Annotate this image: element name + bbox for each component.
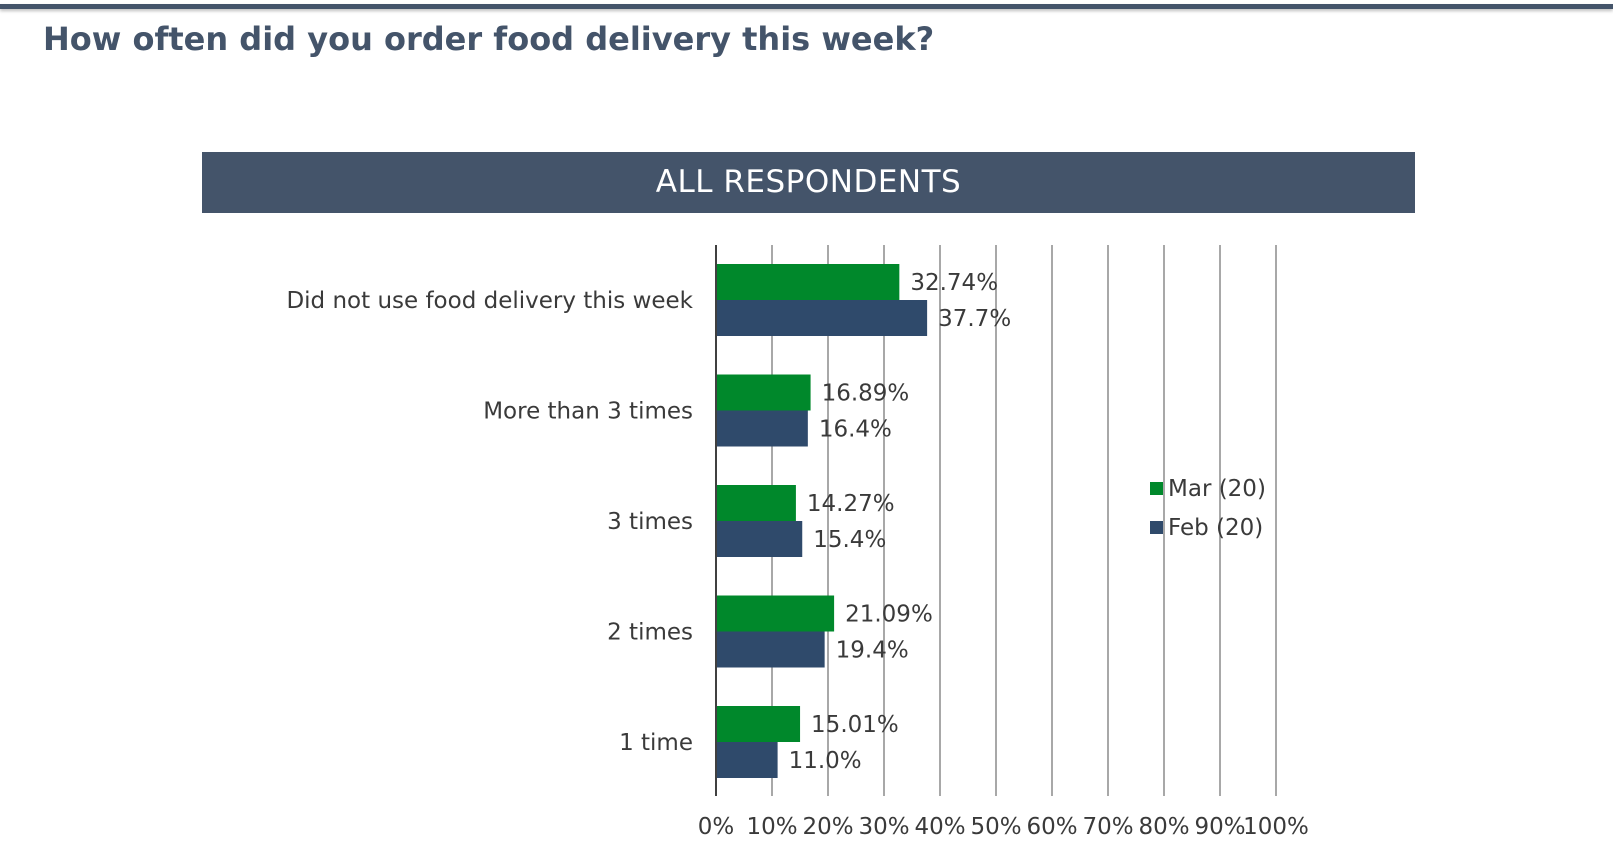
banner-title: ALL RESPONDENTS [655,164,962,200]
category-label: 3 times [607,509,693,535]
data-label: 32.74% [910,270,998,296]
legend-swatch [1150,521,1163,534]
bar-mar [716,374,811,411]
x-tick-label: 70% [1082,814,1133,840]
x-tick-label: 20% [802,814,853,840]
category-label: More than 3 times [483,399,693,425]
x-tick-label: 100% [1243,814,1309,840]
bar-mar [716,706,801,742]
bar-mar [716,595,835,632]
x-tick-label: 80% [1138,814,1189,840]
bar-feb [716,631,825,668]
data-label: 15.4% [813,527,886,553]
data-label: 37.7% [938,306,1011,332]
legend-label: Mar (20) [1168,476,1266,502]
x-tick-label: 60% [1026,814,1077,840]
top-rule [0,4,1613,9]
x-tick-label: 10% [746,814,797,840]
bar-mar [716,485,796,521]
x-tick-label: 40% [914,814,965,840]
legend-swatch [1150,482,1163,495]
data-label: 15.01% [811,712,899,738]
category-label: 1 time [619,730,693,756]
x-tick-label: 90% [1194,814,1245,840]
data-label: 16.89% [822,381,910,407]
bar-mar [716,264,900,300]
category-label: 2 times [607,620,693,646]
bar-feb [716,300,928,336]
x-tick-label: 50% [970,814,1021,840]
data-label: 16.4% [819,417,892,443]
legend-label: Feb (20) [1168,515,1263,541]
bar-feb [716,410,808,447]
chart-banner: ALL RESPONDENTS [202,152,1415,213]
category-label: Did not use food delivery this week [286,288,693,314]
bar-feb [716,742,778,778]
data-label: 14.27% [807,491,895,517]
data-label: 19.4% [836,638,909,664]
x-tick-label: 0% [698,814,735,840]
x-tick-label: 30% [858,814,909,840]
data-label: 11.0% [789,748,862,774]
bar-feb [716,521,803,557]
data-label: 21.09% [845,602,933,628]
page-title: How often did you order food delivery th… [43,20,935,58]
